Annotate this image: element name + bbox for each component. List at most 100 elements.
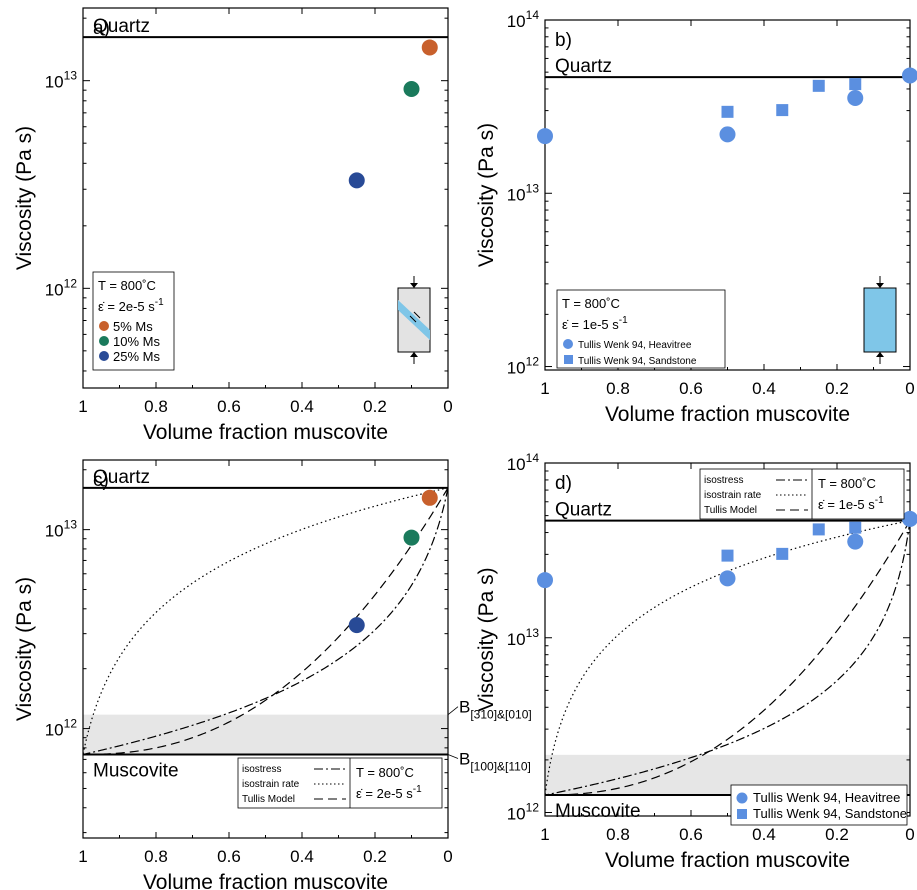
- legend-entry: Tullis Model: [242, 794, 295, 805]
- panel-label: b): [555, 30, 572, 51]
- panel-c: 1 0.8 0.6 0.4 0.2 0 1012 1013 Volume fraction mu…: [13, 459, 532, 890]
- leader-line: [447, 706, 459, 715]
- heavitree-point: [537, 572, 553, 589]
- sandstone-point: [776, 547, 789, 560]
- legend-entry: isostress: [704, 475, 743, 486]
- data-point: [348, 617, 365, 634]
- legend-marker: [736, 792, 748, 804]
- legend-entry: Tullis Wenk 94, Sandstone: [753, 806, 907, 821]
- tullis-model-curve: [83, 487, 449, 756]
- reference-line-label: Quartz: [93, 16, 150, 37]
- y-tick-label: 1014: [507, 8, 540, 31]
- legend: isostress isostrain rate Tullis Model T = 8…: [237, 757, 443, 809]
- y-tick-label: 1013: [45, 69, 78, 92]
- sample-inset-icon: [397, 276, 431, 364]
- legend-condition: ε̇ = 2e-5 s-1: [98, 297, 164, 314]
- legend-marker: [99, 336, 109, 346]
- legend-box: [237, 757, 443, 809]
- sandstone-point: [812, 79, 825, 92]
- reference-line-label: Quartz: [555, 56, 612, 77]
- x-tick-label: 0.4: [290, 847, 314, 866]
- x-tick-label: 0.2: [825, 379, 849, 398]
- legend: isostress isostrain rate Tullis Model T = 8…: [699, 468, 905, 520]
- reference-line-label: Muscovite: [93, 760, 179, 781]
- legend-condition: T = 800˚C: [98, 278, 156, 293]
- legend-entry: isostrain rate: [242, 779, 300, 790]
- data-point: [421, 39, 438, 56]
- sandstone-point: [849, 521, 862, 534]
- reference-line-label: Quartz: [93, 467, 150, 488]
- sandstone-point: [812, 523, 825, 536]
- isostress-curve: [82, 487, 449, 756]
- x-tick-label: 0.8: [606, 825, 630, 844]
- y-axis-label: Viscosity (Pa s): [13, 577, 36, 721]
- x-axis-label: Volume fraction muscovite: [143, 421, 388, 444]
- x-tick-label: 1: [78, 847, 87, 866]
- legend-entry: Tullis Wenk 94, Heavitree: [578, 340, 692, 351]
- heavitree-point: [902, 67, 917, 84]
- x-tick-label: 0.4: [752, 825, 776, 844]
- x-tick-label: 0.2: [363, 397, 387, 416]
- x-tick-label: 0.6: [679, 379, 703, 398]
- x-axis-label: Volume fraction muscovite: [605, 403, 850, 426]
- legend-marker: [99, 351, 109, 361]
- legend-condition: ε̇ = 2e-5 s-1: [356, 784, 422, 801]
- x-tick-label: 0: [443, 397, 452, 416]
- y-axis-label: Viscosity (Pa s): [475, 123, 498, 267]
- x-tick-label: 0.8: [606, 379, 630, 398]
- panel-b: 1 0.8 0.6 0.4 0.2 0 1012 1013 1014 Volume fractio…: [475, 8, 917, 426]
- x-tick-label: 1: [78, 397, 87, 416]
- y-axis-label: Viscosity (Pa s): [13, 126, 36, 270]
- x-tick-label: 1: [540, 379, 549, 398]
- legend-entry: Tullis Model: [704, 505, 757, 516]
- y-tick-label: 1014: [507, 451, 540, 474]
- x-tick-label: 0.6: [217, 847, 241, 866]
- y-tick-label: 1012: [45, 276, 78, 299]
- heavitree-point: [847, 89, 864, 106]
- panel-a: 1 0.8 0.6 0.4 0.2 0 1012 1013 Volume fraction mu…: [13, 7, 453, 444]
- x-tick-label: 0.8: [144, 397, 168, 416]
- sandstone-point: [849, 78, 862, 91]
- x-tick-label: 1: [540, 825, 549, 844]
- legend-condition: T = 800˚C: [818, 476, 876, 491]
- panel-label: d): [555, 473, 572, 494]
- legend-entry: Tullis Wenk 94, Sandstone: [578, 356, 697, 367]
- x-tick-label: 0.6: [217, 397, 241, 416]
- x-tick-label: 0: [905, 825, 914, 844]
- data-point: [348, 172, 365, 189]
- x-tick-label: 0: [905, 379, 914, 398]
- legend-entry: 5% Ms: [113, 319, 153, 334]
- legend-condition: T = 800˚C: [356, 765, 414, 780]
- y-tick-label: 1012: [507, 801, 540, 824]
- data-point: [403, 80, 420, 97]
- isostrain-rate-curve: [544, 520, 911, 796]
- legend: T = 800˚C ε̇ = 1e-5 s-1 Tullis Wenk 94, He…: [556, 289, 726, 369]
- heavitree-point: [537, 128, 553, 145]
- legend-box: [730, 784, 908, 826]
- legend-marker: [737, 809, 747, 819]
- sandstone-point: [721, 549, 734, 562]
- legend-condition: ε̇ = 1e-5 s-1: [562, 315, 628, 332]
- y-axis-label: Viscosity (Pa s): [475, 567, 498, 711]
- uncertainty-band: [83, 714, 448, 755]
- tullis-model-curve: [545, 520, 911, 796]
- legend-marker: [99, 321, 109, 331]
- legend-entry: 25% Ms: [113, 349, 160, 364]
- heavitree-point: [719, 570, 736, 587]
- panel-d: 1 0.8 0.6 0.4 0.2 0 1012 1013 1014 Volume fractio…: [475, 451, 917, 872]
- isostress-curve: [544, 520, 911, 796]
- y-tick-label: 1012: [507, 355, 540, 378]
- sandstone-point: [776, 104, 789, 117]
- slip-system-label: B[100]&[110]: [459, 749, 531, 773]
- slip-system-label: B[310]&[010]: [459, 698, 532, 722]
- legend-entry: 10% Ms: [113, 334, 160, 349]
- y-tick-label: 1012: [45, 717, 78, 740]
- legend-condition: T = 800˚C: [562, 296, 620, 311]
- x-tick-label: 0.4: [290, 397, 314, 416]
- x-tick-label: 0.8: [144, 847, 168, 866]
- x-tick-label: 0.4: [752, 379, 776, 398]
- data-point: [403, 529, 420, 546]
- y-tick-label: 1013: [507, 626, 540, 649]
